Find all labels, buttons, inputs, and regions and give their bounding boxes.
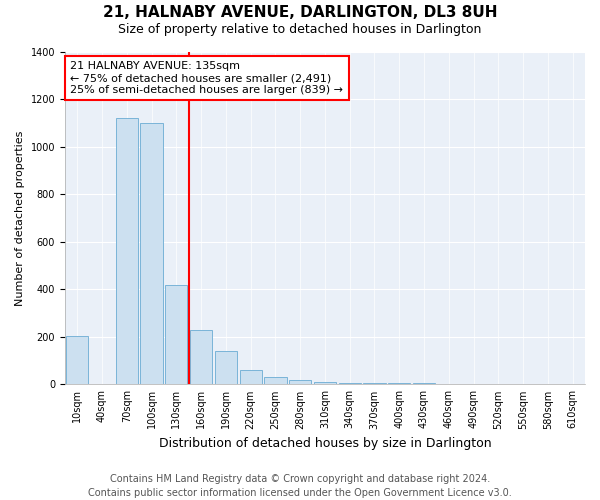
- Bar: [165, 284, 187, 384]
- Bar: [239, 370, 262, 384]
- Bar: [215, 351, 237, 384]
- Bar: [66, 336, 88, 384]
- X-axis label: Distribution of detached houses by size in Darlington: Distribution of detached houses by size …: [158, 437, 491, 450]
- Y-axis label: Number of detached properties: Number of detached properties: [15, 130, 25, 306]
- Bar: [388, 382, 410, 384]
- Text: Contains HM Land Registry data © Crown copyright and database right 2024.
Contai: Contains HM Land Registry data © Crown c…: [88, 474, 512, 498]
- Text: 21 HALNABY AVENUE: 135sqm
← 75% of detached houses are smaller (2,491)
25% of se: 21 HALNABY AVENUE: 135sqm ← 75% of detac…: [70, 62, 343, 94]
- Bar: [140, 123, 163, 384]
- Text: Size of property relative to detached houses in Darlington: Size of property relative to detached ho…: [118, 22, 482, 36]
- Bar: [264, 378, 287, 384]
- Bar: [190, 330, 212, 384]
- Text: 21, HALNABY AVENUE, DARLINGTON, DL3 8UH: 21, HALNABY AVENUE, DARLINGTON, DL3 8UH: [103, 5, 497, 20]
- Bar: [364, 382, 386, 384]
- Bar: [314, 382, 336, 384]
- Bar: [289, 380, 311, 384]
- Bar: [338, 382, 361, 384]
- Bar: [413, 382, 435, 384]
- Bar: [116, 118, 138, 384]
